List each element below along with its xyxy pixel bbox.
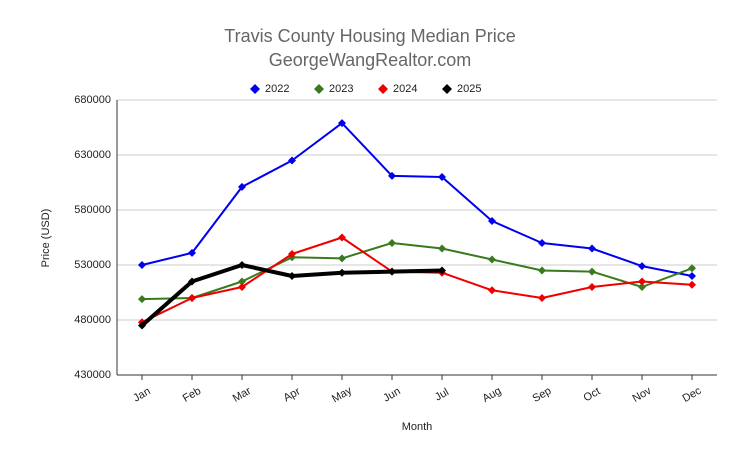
x-tick-label: Apr	[282, 385, 303, 404]
legend-label: 2024	[393, 83, 417, 95]
point	[438, 266, 446, 275]
point	[338, 233, 346, 242]
x-tick-label: Dec	[680, 385, 703, 405]
x-tick-label: Nov	[630, 385, 653, 405]
point	[238, 261, 246, 269]
legend-label: 2022	[265, 83, 289, 95]
legend-marker	[442, 84, 452, 94]
point	[288, 272, 296, 280]
point	[588, 283, 596, 291]
point	[138, 261, 146, 269]
y-tick-label: 480000	[74, 314, 111, 326]
point	[438, 173, 446, 181]
x-axis-label: Month	[402, 421, 433, 433]
point	[688, 280, 696, 289]
legend-label: 2023	[329, 83, 353, 95]
series-line	[141, 236, 693, 324]
point	[188, 248, 196, 257]
point	[588, 244, 596, 253]
x-tick-label: Sep	[530, 385, 553, 405]
point	[238, 182, 246, 191]
y-tick-label: 630000	[74, 149, 111, 161]
y-tick-label: 680000	[74, 94, 111, 106]
x-tick-label: Feb	[181, 385, 203, 405]
point	[288, 156, 296, 165]
chart-title: Travis County Housing Median Price	[224, 26, 515, 46]
y-axis-label: Price (USD)	[40, 209, 52, 268]
x-tick-label: Aug	[480, 385, 503, 405]
point	[188, 277, 196, 286]
point	[538, 294, 546, 302]
point	[438, 244, 446, 253]
chart-subtitle: GeorgeWangRealtor.com	[269, 50, 471, 70]
x-tick-label: Mar	[231, 385, 254, 405]
point	[638, 277, 646, 286]
x-tick-label: May	[330, 384, 354, 405]
point	[538, 266, 546, 275]
point	[238, 277, 246, 286]
point	[638, 283, 646, 291]
point	[338, 254, 346, 263]
point	[638, 262, 646, 271]
point	[488, 286, 496, 295]
point	[488, 217, 496, 225]
point	[338, 268, 346, 277]
point	[388, 239, 396, 247]
legend-marker	[378, 84, 388, 94]
y-tick-label: 580000	[74, 204, 111, 216]
legend-label: 2025	[457, 83, 481, 95]
x-tick-label: Jun	[381, 385, 402, 404]
y-tick-label: 530000	[74, 259, 111, 271]
x-tick-label: Oct	[582, 385, 603, 404]
legend-marker	[250, 84, 260, 94]
legend-marker	[314, 84, 324, 94]
point	[688, 272, 696, 280]
point	[338, 119, 346, 128]
point	[538, 239, 546, 247]
point	[388, 267, 396, 276]
series-line	[141, 242, 693, 301]
point	[138, 295, 146, 304]
series-line	[141, 122, 693, 277]
point	[688, 264, 696, 273]
point	[288, 250, 296, 258]
point	[488, 255, 496, 264]
point	[238, 283, 246, 291]
x-tick-label: Jul	[433, 386, 451, 403]
x-tick-label: Jan	[131, 385, 152, 404]
y-tick-label: 430000	[74, 369, 111, 381]
point	[188, 294, 196, 302]
point	[388, 171, 396, 180]
point	[588, 267, 596, 276]
point	[138, 321, 146, 330]
